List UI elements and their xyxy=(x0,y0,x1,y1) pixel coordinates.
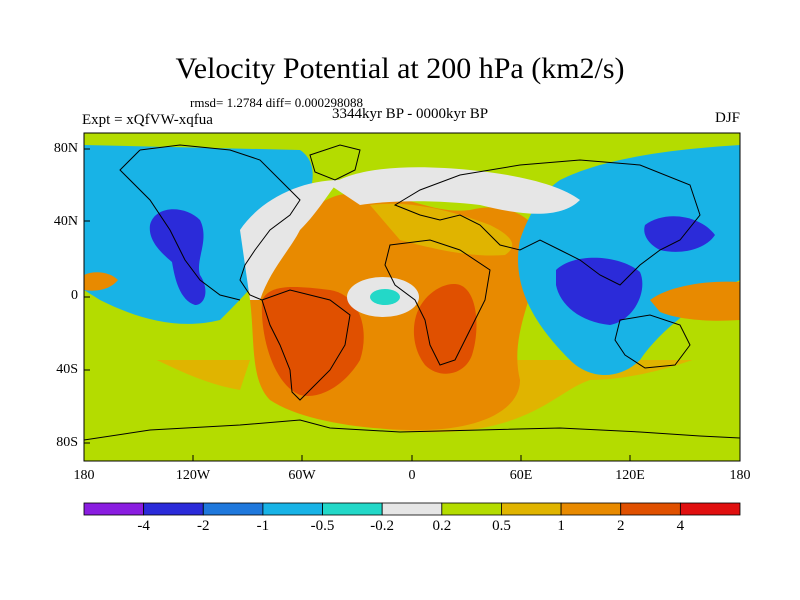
colorbar-swatch xyxy=(441,502,502,516)
coast-greenland xyxy=(309,144,361,181)
colorbar-swatch xyxy=(322,502,383,516)
lon-label-120e: 120E xyxy=(615,468,645,483)
colorbar-label: -0.5 xyxy=(310,518,335,534)
coast-australia xyxy=(614,314,691,369)
lat-label-80s: 80S xyxy=(56,435,78,450)
coast-north-america-west xyxy=(119,149,241,301)
tick-marks xyxy=(83,148,741,461)
colorbar-swatch xyxy=(83,502,145,516)
colorbar-swatch xyxy=(679,502,741,516)
coast-south-america xyxy=(261,289,351,401)
colorbar-label: -4 xyxy=(137,518,150,534)
orange-region-west-pacific xyxy=(650,281,740,321)
lon-label-60e: 60E xyxy=(509,468,533,483)
neutral-region-north-atlantic xyxy=(330,167,580,214)
colorbar-label: 1 xyxy=(557,518,565,534)
colorbar-swatch xyxy=(620,502,681,516)
orange-region-east-pacific xyxy=(84,272,118,291)
contour-field xyxy=(84,133,740,461)
colorbar-label: -2 xyxy=(197,518,210,534)
colorbar-label: 4 xyxy=(676,518,685,534)
lon-label-0: 0 xyxy=(408,468,416,483)
colorbar-label: -1 xyxy=(256,518,270,534)
colorbar-label: 0.2 xyxy=(432,518,452,534)
coast-north-america xyxy=(139,144,301,301)
colorbar-swatch xyxy=(560,502,622,516)
stats-text: rmsd= 1.2784 diff= 0.000298088 xyxy=(190,95,363,110)
colorbar-label: 0.5 xyxy=(492,518,511,534)
experiment-label: Expt = xQfVW-xqfua xyxy=(82,112,213,128)
cyan-patch-equator xyxy=(370,289,400,305)
colorbar-swatch xyxy=(202,502,264,516)
lon-label-120w: 120W xyxy=(175,468,211,483)
red-region-africa xyxy=(413,284,477,374)
lat-label-0: 0 xyxy=(71,288,78,303)
lon-label-180e: 180 xyxy=(729,468,751,483)
coastlines xyxy=(84,144,740,441)
colorbar-label: -0.2 xyxy=(370,518,395,534)
colorbar-swatch xyxy=(381,502,443,516)
dark-blue-core-japan xyxy=(644,216,715,252)
dark-blue-core-north-america xyxy=(149,209,206,305)
lon-label-180w: 180 xyxy=(73,468,95,483)
lat-label-40n: 40N xyxy=(53,214,78,229)
period-text: 3344kyr BP - 0000kyr BP xyxy=(331,106,489,122)
orange-region-europe xyxy=(370,203,513,256)
lat-label-40s: 40S xyxy=(56,362,78,377)
colorbar-swatch xyxy=(262,502,323,516)
lon-label-60w: 60W xyxy=(288,468,316,483)
red-region-south-america xyxy=(261,287,364,396)
colorbar-swatch xyxy=(143,502,204,516)
green-region-south xyxy=(84,330,740,461)
colorbar xyxy=(83,502,741,516)
season-label: DJF xyxy=(714,110,740,126)
colorbar-swatch xyxy=(501,502,562,516)
lat-label-80n: 80N xyxy=(53,141,78,156)
neutral-arc-west xyxy=(240,180,340,300)
coast-africa xyxy=(384,239,491,366)
colorbar-label: 2 xyxy=(616,518,625,534)
dark-blue-core-asia xyxy=(556,257,643,325)
coast-antarctica xyxy=(84,419,740,441)
map-title: Velocity Potential at 200 hPa (km2/s) xyxy=(175,52,625,85)
coast-eurasia xyxy=(393,159,701,286)
